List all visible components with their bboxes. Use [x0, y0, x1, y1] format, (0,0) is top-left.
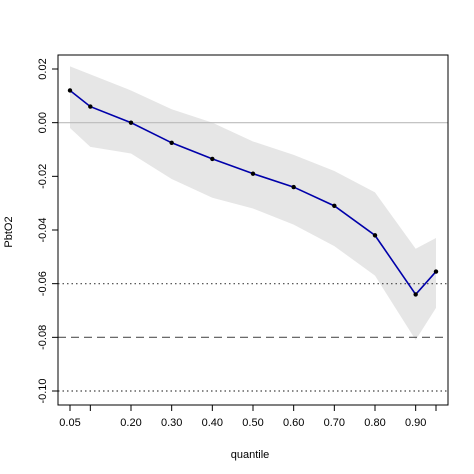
y-tick-label: -0.04: [37, 217, 49, 242]
data-point: [128, 120, 134, 125]
y-tick-label: 0.00: [37, 112, 49, 133]
data-point: [332, 203, 337, 209]
x-tick-label: 0.50: [242, 417, 263, 429]
data-point: [210, 156, 215, 162]
data-point: [372, 233, 378, 238]
data-point: [291, 184, 296, 190]
x-axis-label: quantile: [231, 449, 270, 461]
x-tick-label: 0.70: [324, 417, 345, 429]
x-axis: 0.05 0.20 0.30 0.40 0.50 0.60 0.70 0.80 0.90: [59, 405, 437, 429]
data-point: [67, 88, 73, 93]
y-tick-label: -0.10: [37, 378, 49, 403]
y-tick-label: -0.08: [37, 325, 49, 350]
confidence-band: [70, 66, 436, 341]
x-tick-label: 0.05: [59, 417, 80, 429]
y-axis: 0.02 0.00 -0.02 -0.04 -0.06 -0.08 -0.10: [37, 58, 58, 404]
confidence-band-layer: [70, 66, 436, 341]
data-point: [169, 140, 174, 145]
data-point: [433, 269, 439, 274]
x-tick-label: 0.40: [202, 417, 223, 429]
series-layer: [67, 88, 439, 297]
x-tick-label: 0.80: [364, 417, 385, 429]
data-point: [250, 171, 256, 176]
data-point: [413, 292, 418, 297]
y-tick-label: -0.02: [37, 164, 49, 189]
x-tick-label: 0.90: [405, 417, 426, 429]
x-tick-label: 0.20: [120, 417, 141, 429]
y-axis-label: PbtO2: [3, 216, 15, 247]
reference-lines-layer: [58, 122, 448, 392]
y-tick-label: 0.02: [37, 58, 49, 79]
data-point: [88, 104, 93, 109]
x-tick-label: 0.60: [283, 417, 304, 429]
y-tick-label: -0.06: [37, 271, 49, 296]
x-tick-label: 0.30: [161, 417, 182, 429]
